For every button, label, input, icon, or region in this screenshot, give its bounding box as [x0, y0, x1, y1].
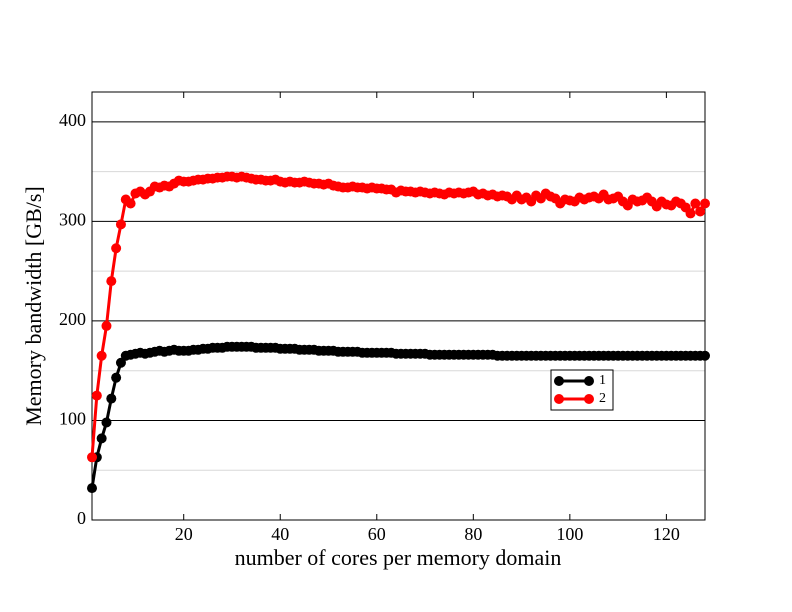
legend-label: 1 — [599, 373, 606, 388]
y-tick-label: 300 — [59, 210, 86, 230]
y-tick-label: 100 — [59, 409, 86, 429]
y-tick-label: 400 — [59, 110, 86, 130]
x-tick-label: 20 — [175, 524, 193, 544]
data-point — [690, 198, 701, 209]
legend-marker — [584, 394, 594, 404]
legend-marker — [554, 376, 564, 386]
legend-label: 2 — [599, 391, 606, 406]
data-point — [700, 350, 710, 361]
data-point — [101, 417, 112, 428]
data-point — [125, 198, 136, 209]
data-point — [96, 433, 107, 444]
data-point — [685, 208, 696, 219]
legend-marker — [584, 376, 594, 386]
data-point — [101, 320, 112, 331]
data-point — [111, 243, 122, 254]
x-tick-label: 80 — [464, 524, 482, 544]
y-tick-label: 200 — [59, 309, 86, 329]
data-point — [700, 198, 710, 209]
data-point — [695, 206, 706, 217]
plot-frame — [91, 91, 706, 521]
data-point — [115, 219, 126, 230]
data-point — [91, 390, 102, 401]
x-tick-label: 60 — [368, 524, 386, 544]
data-point — [106, 276, 117, 287]
data-point — [96, 350, 107, 361]
x-tick-label: 120 — [653, 524, 680, 544]
y-axis-label: Memory bandwidth [GB/s] — [21, 186, 46, 426]
data-point — [115, 357, 126, 368]
legend-marker — [554, 394, 564, 404]
data-point — [87, 483, 97, 494]
data-point — [111, 372, 122, 383]
x-axis-label: number of cores per memory domain — [235, 545, 562, 570]
x-tick-label: 40 — [271, 524, 289, 544]
data-point — [106, 393, 117, 404]
data-point — [87, 452, 97, 463]
series-line — [90, 175, 707, 458]
series-line — [90, 345, 705, 489]
x-tick-label: 100 — [556, 524, 583, 544]
y-tick-label: 0 — [77, 508, 86, 528]
